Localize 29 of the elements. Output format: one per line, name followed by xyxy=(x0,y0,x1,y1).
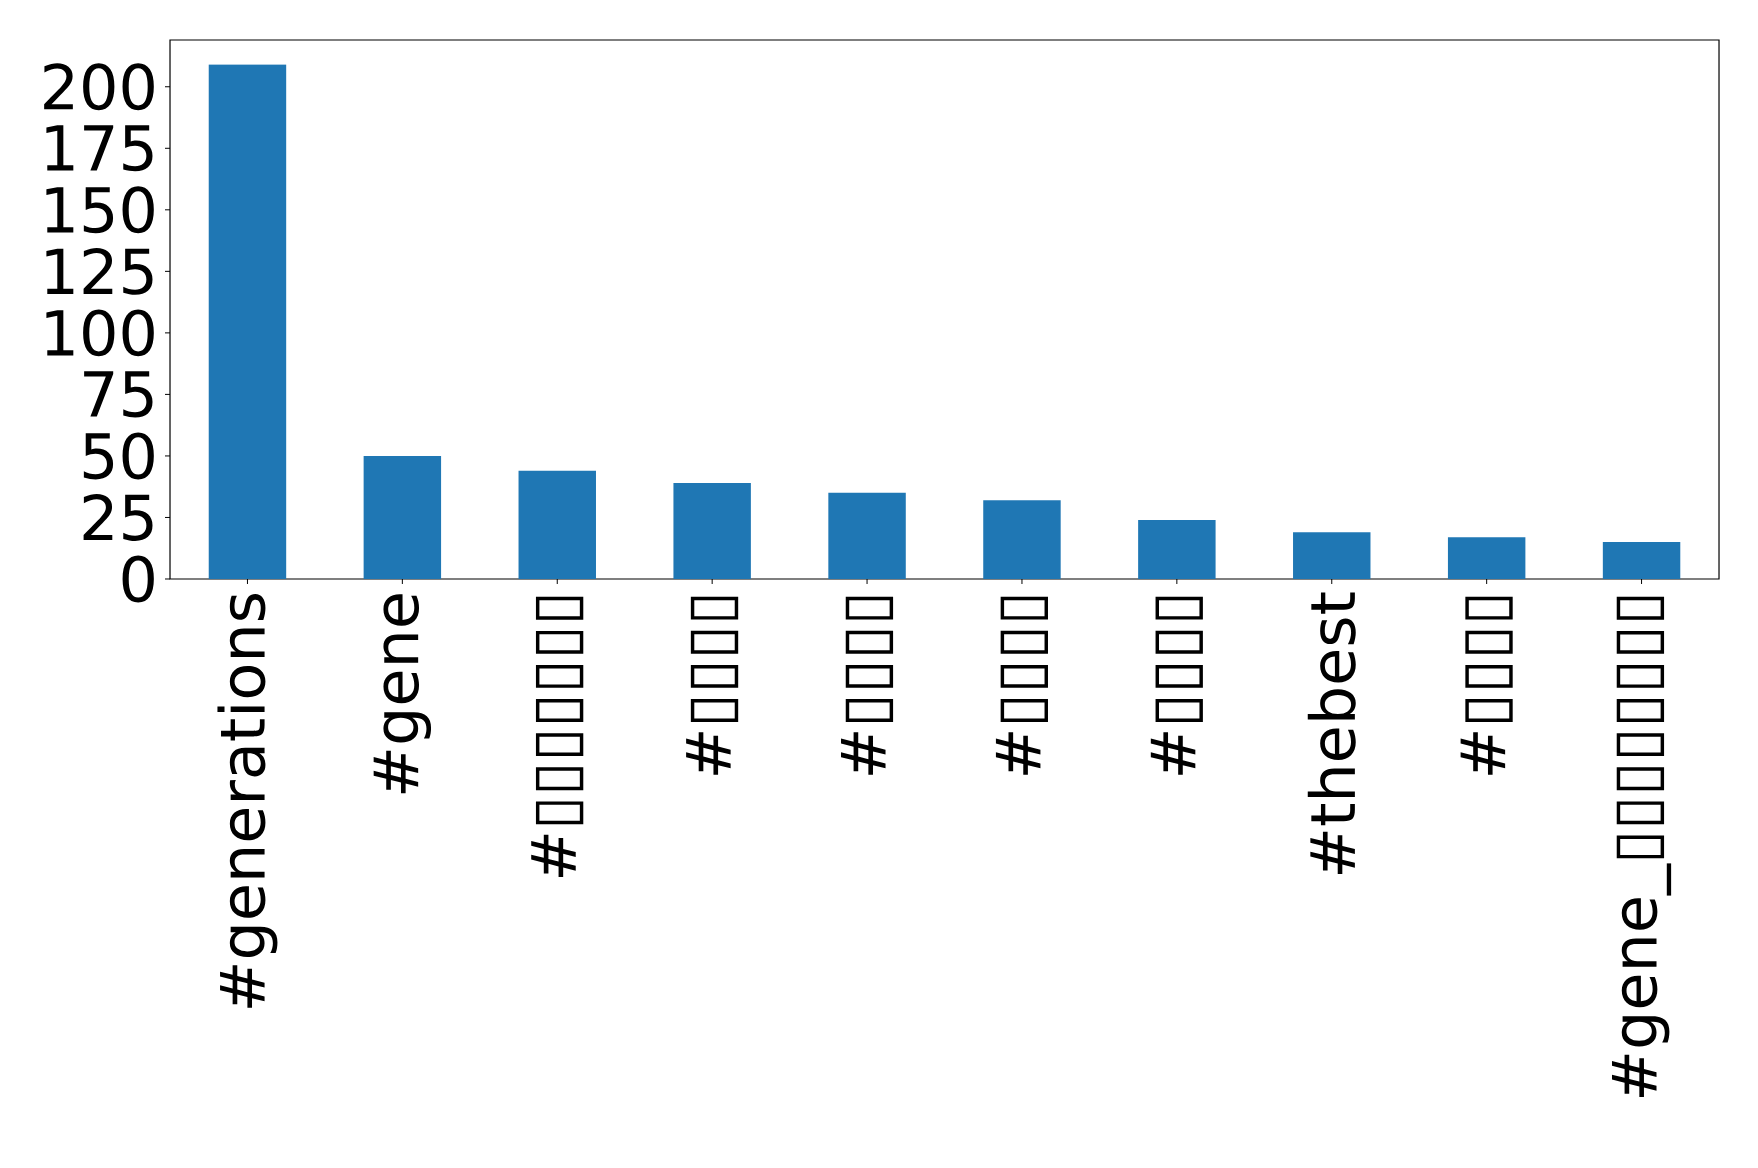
bar xyxy=(518,470,596,579)
x-tick-label: #thebest xyxy=(1307,592,1356,875)
x-tick-label: #▯▯▯▯▯▯▯ xyxy=(531,596,584,878)
x-tick-label: #▯▯▯▯ xyxy=(1460,596,1513,775)
bar xyxy=(1138,519,1216,579)
x-tick-label: #▯▯▯▯ xyxy=(1150,596,1203,775)
bar xyxy=(983,500,1061,579)
bar xyxy=(828,492,906,579)
y-tick-label: 75 xyxy=(84,371,153,418)
x-tick-label: #gene_▯▯▯▯▯▯▯▯ xyxy=(1611,596,1672,1098)
x-tick-label: #generations xyxy=(217,594,278,1008)
x-tick-label: #▯▯▯▯ xyxy=(995,596,1048,775)
y-tick-label: 200 xyxy=(44,63,154,111)
bar xyxy=(208,64,287,579)
y-tick-label: 175 xyxy=(46,125,153,172)
bar xyxy=(673,483,751,579)
x-tick-label: #gene xyxy=(373,594,432,794)
bar xyxy=(363,455,442,579)
x-tick-label: #▯▯▯▯ xyxy=(841,596,894,775)
y-tick-label: 50 xyxy=(83,432,154,480)
y-tick-label: 0 xyxy=(122,555,154,603)
bar xyxy=(1447,537,1526,579)
bar xyxy=(1602,542,1681,579)
y-tick-label: 100 xyxy=(46,309,154,357)
y-tick-label: 25 xyxy=(83,494,153,541)
y-tick-label: 125 xyxy=(46,247,153,295)
x-tick-label: #▯▯▯▯ xyxy=(686,596,739,775)
bar xyxy=(1293,532,1371,579)
y-tick-label: 150 xyxy=(46,186,154,234)
